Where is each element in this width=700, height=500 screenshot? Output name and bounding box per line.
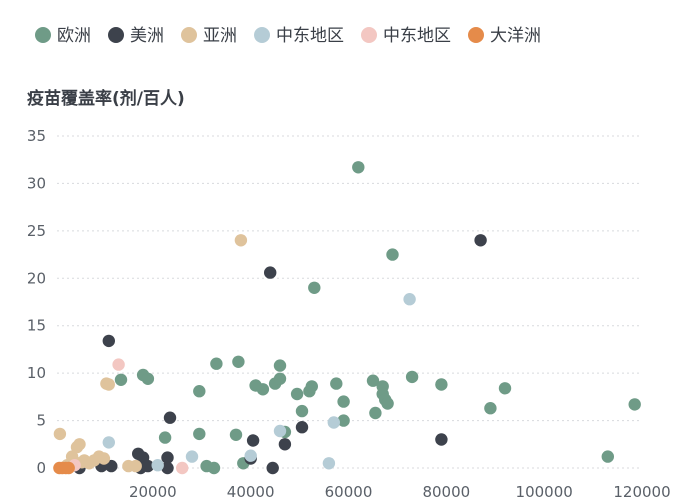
point-0-37	[498, 382, 512, 395]
point-0-22	[308, 281, 321, 294]
y-tick-25: 25	[27, 222, 46, 240]
point-0-35	[435, 378, 448, 391]
point-4-1	[112, 358, 125, 371]
point-0-26	[352, 161, 365, 174]
legend-marker-4	[361, 27, 377, 43]
point-2-4	[73, 438, 86, 451]
y-tick-0: 0	[36, 459, 46, 477]
point-0-33	[386, 248, 399, 261]
point-3-1	[151, 459, 164, 472]
legend-marker-3	[254, 27, 270, 43]
legend-marker-1	[108, 27, 124, 43]
y-tick-15: 15	[27, 317, 46, 335]
point-1-12	[246, 434, 260, 447]
x-tick-100000: 100000	[516, 483, 573, 500]
y-axis-label: 疫苗覆盖率(剂/百人)	[27, 88, 185, 109]
legend-label-5: 大洋洲	[490, 26, 541, 46]
gridlines	[57, 135, 642, 469]
point-3-3	[244, 449, 257, 462]
point-0-21	[305, 380, 318, 393]
point-0-7	[207, 461, 221, 475]
legend-marker-0	[35, 27, 51, 43]
point-4-2	[176, 461, 189, 475]
point-0-15	[273, 359, 287, 372]
point-3-6	[322, 457, 336, 470]
point-1-15	[278, 438, 292, 451]
point-2-12	[102, 378, 116, 391]
point-3-4	[273, 424, 287, 438]
x-tick-120000: 120000	[613, 483, 670, 500]
point-0-13	[256, 383, 270, 396]
point-0-25	[337, 414, 350, 427]
legend: 欧洲 美洲 亚洲 中东地区 中东地区 大洋洲	[35, 26, 541, 46]
legend-marker-5	[468, 27, 484, 43]
x-tick-40000: 40000	[227, 483, 275, 500]
legend-label-4: 中东地区	[383, 26, 451, 46]
point-0-10	[232, 355, 245, 368]
legend-label-2: 亚洲	[203, 26, 237, 46]
legend-label-1: 美洲	[130, 26, 164, 46]
point-1-2	[102, 334, 116, 348]
point-0-8	[210, 357, 223, 370]
y-tick-20: 20	[27, 269, 46, 287]
point-1-9	[163, 411, 177, 424]
legend-label-0: 欧洲	[57, 26, 91, 46]
point-5-3	[62, 461, 75, 475]
point-3-7	[403, 293, 416, 306]
point-0-23	[330, 377, 343, 390]
point-1-7	[141, 459, 155, 473]
x-tick-60000: 60000	[325, 483, 373, 500]
point-1-8	[161, 451, 174, 464]
y-tick-30: 30	[27, 174, 46, 192]
legend-marker-2	[181, 27, 197, 43]
point-3-5	[327, 416, 340, 429]
y-tick-35: 35	[27, 127, 46, 145]
point-0-39	[628, 398, 641, 411]
point-1-17	[435, 433, 448, 446]
point-0-2	[141, 372, 155, 385]
point-0-16	[273, 372, 287, 385]
point-0-0	[114, 373, 128, 386]
point-0-36	[484, 402, 497, 415]
point-0-28	[369, 406, 382, 420]
point-0-19	[295, 404, 309, 418]
point-0-18	[290, 387, 304, 401]
point-1-14	[266, 461, 279, 475]
point-3-0	[102, 436, 116, 449]
point-2-15	[234, 234, 248, 247]
data-points	[53, 161, 641, 475]
y-axis-ticks: 0 5 10 15 20 25 30 35	[27, 127, 46, 477]
point-2-10	[97, 452, 111, 465]
point-0-4	[193, 427, 206, 441]
x-axis-ticks: 20000 40000 60000 80000 100000 120000	[129, 483, 671, 500]
legend-label-3: 中东地区	[276, 26, 344, 46]
point-0-38	[601, 450, 614, 463]
point-1-16	[295, 421, 309, 434]
point-1-10	[161, 461, 174, 475]
point-0-9	[229, 428, 243, 441]
y-tick-10: 10	[27, 364, 46, 382]
point-2-14	[129, 459, 142, 473]
point-0-24	[337, 395, 350, 408]
point-1-18	[474, 234, 487, 247]
point-1-13	[264, 266, 277, 279]
point-1-3	[105, 459, 118, 473]
x-tick-80000: 80000	[422, 483, 470, 500]
point-2-0	[53, 427, 67, 441]
point-0-5	[193, 385, 206, 398]
point-0-34	[405, 370, 419, 384]
point-3-2	[185, 450, 199, 463]
y-tick-5: 5	[36, 412, 46, 430]
point-0-32	[381, 397, 394, 410]
point-0-3	[158, 431, 172, 444]
point-0-27	[366, 374, 380, 387]
x-tick-20000: 20000	[129, 483, 177, 500]
